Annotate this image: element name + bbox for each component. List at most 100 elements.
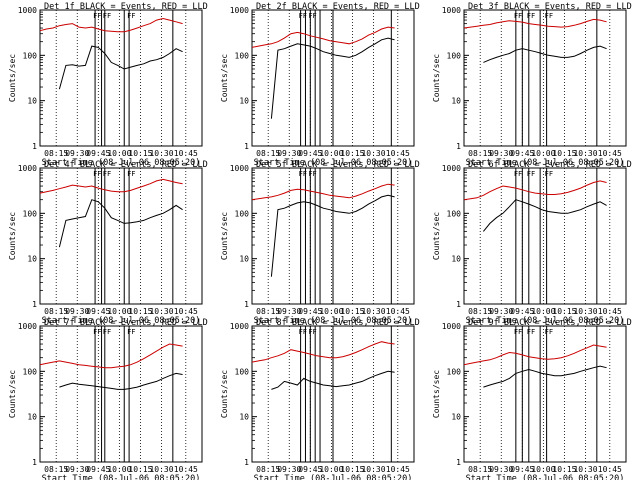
x-tick-label: 09:30	[65, 149, 89, 158]
x-tick-label: 08:15	[468, 149, 492, 158]
x-tick-label: 08:15	[256, 149, 280, 158]
events-series-line	[271, 370, 395, 390]
panel-4f: Det 4f BLACK = Events, RED = LLD 1 10 100 10…	[8, 160, 208, 326]
x-tick-label: 10:30	[573, 307, 597, 316]
y-tick-label: 1000	[18, 322, 37, 331]
x-axis-label: Start Time (08-Jul-06 08:05:20)	[466, 158, 625, 168]
y-axis-label: Counts/sec	[220, 54, 229, 102]
x-tick-label: 09:30	[277, 465, 301, 474]
y-tick-label: 1000	[230, 6, 249, 15]
x-tick-label: 09:30	[489, 149, 513, 158]
x-tick-label: 10:00	[319, 307, 343, 316]
flag-label: FF	[527, 12, 535, 20]
lld-series-line	[463, 180, 607, 201]
x-axis-label: Start Time (08-Jul-06 08:05:20)	[254, 158, 413, 168]
flag-label: FF	[308, 170, 316, 178]
events-series-line	[59, 372, 183, 390]
events-series-line	[58, 199, 183, 248]
y-tick-label: 1	[244, 458, 249, 467]
x-tick-label: 08:15	[256, 465, 280, 474]
y-tick-label: 100	[23, 51, 38, 60]
y-tick-label: 10	[239, 413, 249, 422]
x-tick-label: 08:15	[468, 465, 492, 474]
lld-series-line	[251, 183, 395, 201]
panel-title: Det 2f BLACK = Events, RED = LLD	[256, 2, 420, 12]
x-tick-label: 10:15	[340, 307, 364, 316]
x-tick-label: 08:15	[256, 307, 280, 316]
panel-8f: Det 8f BLACK = Events, RED = LLD 1 10 100 10…	[220, 318, 420, 480]
x-tick-label: 09:30	[277, 307, 301, 316]
y-tick-label: 10	[451, 255, 461, 264]
x-tick-label: 10:45	[386, 149, 410, 158]
plot-frame	[39, 9, 203, 147]
x-tick-label: 10:15	[552, 307, 576, 316]
y-tick-label: 10	[239, 255, 249, 264]
panel-title: Det 5f BLACK = Events, RED = LLD	[256, 160, 420, 170]
x-tick-label: 10:15	[128, 465, 152, 474]
x-tick-label: 09:45	[298, 149, 322, 158]
y-tick-label: 10	[239, 97, 249, 106]
flag-label: FF	[103, 328, 111, 336]
lld-series-line	[463, 344, 607, 366]
flag-label: FF	[308, 328, 316, 336]
x-tick-label: 10:30	[361, 149, 385, 158]
y-tick-label: 10	[27, 413, 37, 422]
x-tick-label: 09:30	[65, 307, 89, 316]
flag-label: FF	[127, 12, 135, 20]
y-tick-label: 100	[235, 51, 250, 60]
x-axis-label: Start Time (08-Jul-06 08:05:20)	[466, 474, 625, 480]
flag-label: FF	[527, 170, 535, 178]
flag-label: FF	[103, 12, 111, 20]
x-tick-label: 10:00	[531, 465, 555, 474]
y-tick-label: 1000	[18, 6, 37, 15]
y-tick-label: 100	[23, 367, 38, 376]
x-tick-label: 10:45	[174, 465, 198, 474]
x-tick-label: 10:15	[128, 307, 152, 316]
y-tick-label: 100	[447, 209, 462, 218]
x-tick-label: 10:30	[573, 465, 597, 474]
x-axis-label: Start Time (08-Jul-06 08:05:20)	[42, 474, 201, 480]
flag-label: FF	[514, 170, 522, 178]
plot-frame	[39, 167, 203, 305]
y-tick-label: 1000	[442, 6, 461, 15]
y-tick-label: 1000	[18, 164, 37, 173]
x-tick-label: 09:45	[86, 465, 110, 474]
y-tick-label: 100	[235, 367, 250, 376]
x-tick-label: 10:15	[340, 149, 364, 158]
panel-title: Det 1f BLACK = Events, RED = LLD	[44, 2, 208, 12]
y-axis-label: Counts/sec	[8, 370, 17, 418]
x-axis-label: Start Time (08-Jul-06 08:05:20)	[254, 474, 413, 480]
panel-title: Det 6f BLACK = Events, RED = LLD	[468, 160, 632, 170]
flag-label: FF	[299, 170, 307, 178]
y-tick-label: 100	[447, 51, 462, 60]
x-tick-label: 10:45	[598, 149, 622, 158]
x-tick-label: 09:30	[65, 465, 89, 474]
x-tick-label: 10:30	[573, 149, 597, 158]
panel-6f: Det 6f BLACK = Events, RED = LLD 1 10 100 10…	[432, 160, 632, 326]
lld-series-line	[251, 26, 395, 48]
y-tick-label: 1	[32, 142, 37, 151]
flag-label: FF	[545, 170, 553, 178]
y-axis-label: Counts/sec	[220, 370, 229, 418]
y-axis-label: Counts/sec	[8, 212, 17, 260]
flag-label: FF	[299, 328, 307, 336]
y-tick-label: 1	[456, 142, 461, 151]
x-tick-label: 08:15	[44, 149, 68, 158]
x-axis-label: Start Time (08-Jul-06 08:05:20)	[254, 316, 413, 326]
y-tick-label: 100	[447, 367, 462, 376]
y-tick-label: 1	[456, 458, 461, 467]
x-tick-label: 10:30	[361, 465, 385, 474]
y-tick-label: 1000	[230, 322, 249, 331]
y-axis-label: Counts/sec	[8, 54, 17, 102]
x-tick-label: 10:00	[531, 149, 555, 158]
x-tick-label: 08:15	[44, 307, 68, 316]
y-axis-label: Counts/sec	[220, 212, 229, 260]
x-tick-label: 09:45	[510, 307, 534, 316]
panel-title: Det 4f BLACK = Events, RED = LLD	[44, 160, 208, 170]
y-tick-label: 1000	[442, 322, 461, 331]
events-series-line	[58, 45, 183, 90]
x-tick-label: 10:30	[149, 307, 173, 316]
y-tick-label: 1	[32, 458, 37, 467]
x-tick-label: 10:30	[149, 149, 173, 158]
